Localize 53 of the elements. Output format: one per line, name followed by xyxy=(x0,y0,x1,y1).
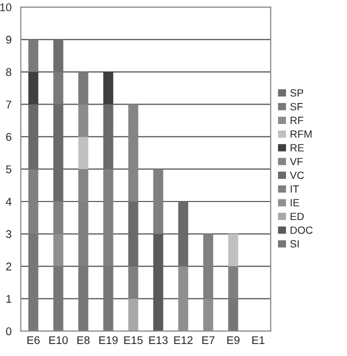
legend-label: SP xyxy=(290,89,304,97)
legend-label: ED xyxy=(290,212,304,220)
bar xyxy=(128,266,138,299)
x-tick-label: E6 xyxy=(27,336,40,344)
bar xyxy=(53,201,64,234)
x-tick-label: E7 xyxy=(202,336,214,344)
bar xyxy=(128,104,138,202)
bar xyxy=(228,234,238,266)
bar xyxy=(53,104,64,202)
bar xyxy=(78,104,88,137)
bar xyxy=(153,169,164,234)
bar xyxy=(103,72,114,104)
y-tick-label: 8 xyxy=(6,68,12,76)
bar xyxy=(28,104,38,170)
bar xyxy=(28,72,38,104)
bar xyxy=(53,234,64,266)
x-tick-label: E9 xyxy=(227,336,240,344)
x-tick-label: E1 xyxy=(252,336,264,344)
bar xyxy=(128,298,138,332)
x-tick-label: E12 xyxy=(174,336,193,344)
y-tick-label: 6 xyxy=(6,132,12,141)
y-tick-label: 7 xyxy=(6,100,12,108)
x-tick-label: E8 xyxy=(77,336,90,344)
bar xyxy=(28,40,38,72)
y-tick-label: 2 xyxy=(6,262,12,270)
bar xyxy=(103,104,114,170)
legend-label: VF xyxy=(290,158,303,166)
legend-label: IT xyxy=(290,185,299,193)
x-tick-label: E19 xyxy=(99,336,118,344)
x-tick-label: E13 xyxy=(149,336,168,344)
y-tick-label: 3 xyxy=(6,230,12,238)
bar xyxy=(53,266,64,332)
legend-label: IE xyxy=(290,199,300,206)
legend-label: RF xyxy=(290,116,304,124)
legend-label: RE xyxy=(290,144,304,152)
y-tick-label: 5 xyxy=(6,165,12,174)
x-tick-label: E10 xyxy=(49,336,68,344)
bar xyxy=(78,136,88,170)
bar xyxy=(203,234,214,299)
legend-label: RFM xyxy=(290,130,312,138)
legend-label: VC xyxy=(290,172,304,179)
y-tick-label: 9 xyxy=(6,36,12,44)
x-tick-label: E15 xyxy=(124,336,143,344)
y-tick-label: 10 xyxy=(0,3,12,12)
legend-label: SI xyxy=(290,240,299,248)
bar xyxy=(78,72,88,104)
bar xyxy=(128,201,138,266)
legend-label: DOC xyxy=(290,226,313,234)
y-tick-label: 4 xyxy=(6,198,12,206)
y-tick-label: 1 xyxy=(6,295,12,303)
legend-label: SF xyxy=(290,102,303,110)
y-tick-label: 0 xyxy=(6,327,12,336)
bar xyxy=(178,201,188,266)
